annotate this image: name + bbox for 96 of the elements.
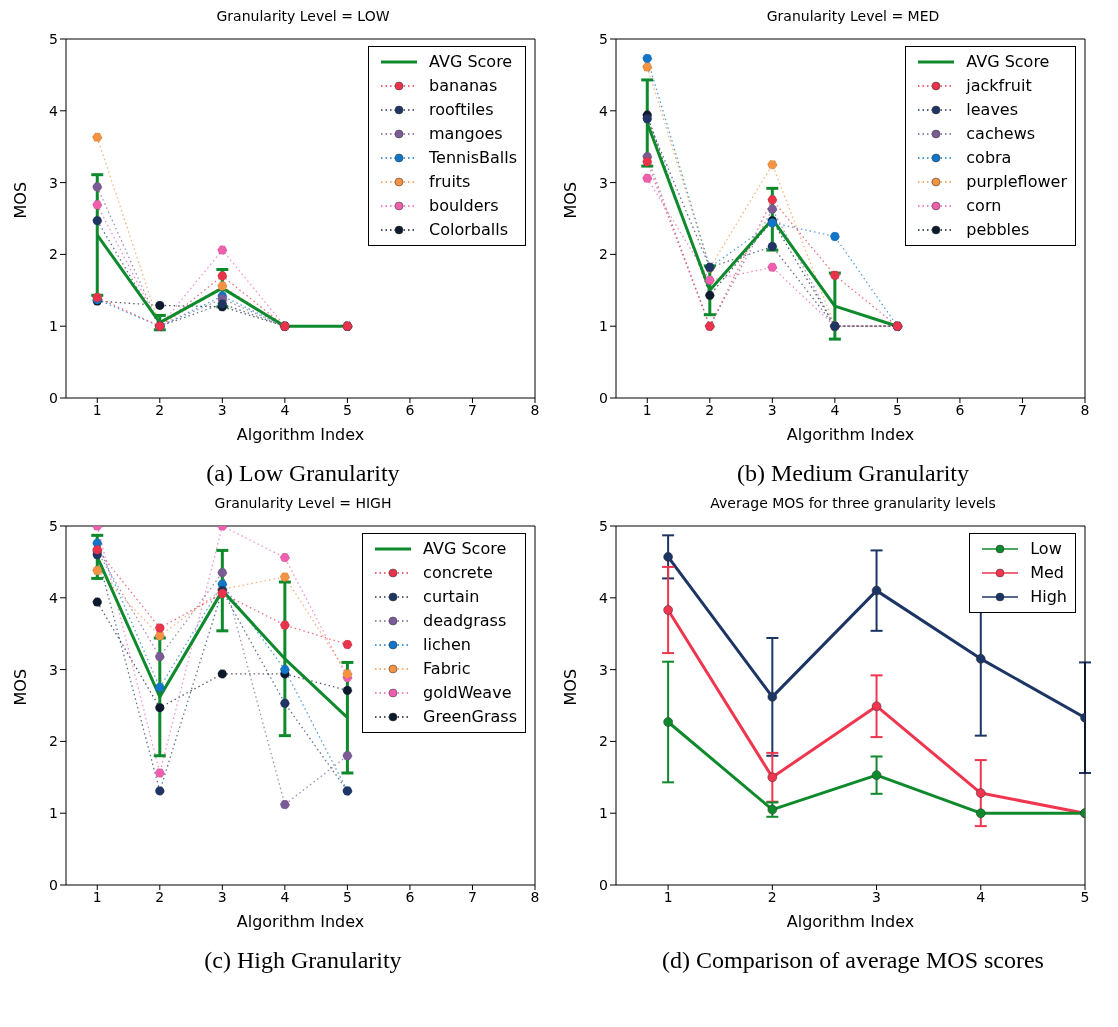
- y-tick-label: 5: [49, 517, 58, 534]
- y-tick-label: 3: [49, 661, 58, 678]
- legend-label: jackfruit: [966, 75, 1032, 97]
- x-tick-label: 3: [872, 888, 882, 905]
- legend-label: corn: [966, 195, 1002, 217]
- y-tick-label: 0: [599, 876, 608, 893]
- x-tick-label: 7: [1018, 401, 1027, 418]
- x-tick-label: 6: [405, 888, 415, 905]
- x-tick-label: 5: [342, 888, 352, 905]
- y-tick-label: 5: [49, 30, 58, 47]
- text: (b) Medium Granularity: [736, 460, 970, 487]
- text: (a) Low Granularity: [205, 460, 401, 487]
- y-tick-label: 3: [49, 174, 58, 191]
- x-tick-label: 3: [767, 401, 777, 418]
- x-tick-label: 6: [955, 401, 965, 418]
- legend-label: pebbles: [966, 219, 1030, 241]
- x-tick-label: 1: [92, 888, 102, 905]
- text: (d) Comparison of average MOS scores: [661, 947, 1045, 974]
- chart-title: Average MOS for three granularity levels: [709, 495, 997, 513]
- legend-label: curtain: [423, 586, 480, 608]
- legend-label: Low: [1030, 538, 1062, 560]
- x-tick-label: 8: [530, 401, 540, 418]
- x-tick-label: 8: [1080, 401, 1090, 418]
- y-tick-label: 4: [49, 102, 59, 119]
- y-tick-label: 0: [49, 389, 58, 406]
- x-tick-label: 3: [217, 888, 227, 905]
- y-axis-title: MOS: [10, 181, 30, 219]
- legend-label: concrete: [423, 562, 493, 584]
- y-tick-label: 3: [599, 661, 608, 678]
- x-tick-label: 2: [767, 888, 777, 905]
- legend-label: lichen: [423, 634, 471, 656]
- y-tick-label: 2: [49, 246, 58, 263]
- y-tick-label: 4: [49, 589, 59, 606]
- x-tick-label: 5: [1080, 888, 1090, 905]
- x-tick-label: 1: [642, 401, 652, 418]
- y-tick-label: 0: [599, 389, 608, 406]
- y-tick-label: 2: [49, 733, 58, 750]
- y-tick-label: 0: [49, 876, 58, 893]
- y-axis-title: MOS: [560, 668, 580, 706]
- legend-label: GreenGrass: [423, 706, 517, 728]
- y-tick-label: 3: [599, 174, 608, 191]
- x-tick-label: 5: [892, 401, 902, 418]
- x-tick-label: 2: [705, 401, 715, 418]
- legend-label: rooftiles: [429, 99, 494, 121]
- y-tick-label: 4: [599, 589, 609, 606]
- x-tick-label: 4: [830, 401, 840, 418]
- legend-label: goldWeave: [423, 682, 512, 704]
- legend-label: Fabric: [423, 658, 471, 680]
- x-tick-label: 8: [530, 888, 540, 905]
- x-tick-label: 3: [217, 401, 227, 418]
- x-tick-label: 2: [155, 888, 165, 905]
- y-tick-label: 2: [599, 246, 608, 263]
- legend-label: AVG Score: [966, 51, 1050, 73]
- y-tick-label: 4: [599, 102, 609, 119]
- chart-title: Granularity Level = MED: [765, 8, 941, 26]
- legend-label: mangoes: [429, 123, 503, 145]
- legend-label: deadgrass: [423, 610, 507, 632]
- legend-label: bananas: [429, 75, 498, 97]
- legend-label: purpleflower: [966, 171, 1067, 193]
- x-tick-label: 1: [92, 401, 102, 418]
- y-tick-label: 1: [49, 805, 58, 822]
- x-tick-label: 4: [280, 401, 290, 418]
- legend-label: TennisBalls: [429, 147, 517, 169]
- x-tick-label: 4: [976, 888, 986, 905]
- chart-title: Granularity Level = HIGH: [213, 495, 393, 513]
- y-tick-label: 1: [599, 318, 608, 335]
- x-tick-label: 2: [155, 401, 165, 418]
- chart-title: Granularity Level = LOW: [215, 8, 391, 26]
- y-axis-title: MOS: [10, 668, 30, 706]
- x-tick-label: 1: [663, 888, 673, 905]
- y-axis-title: MOS: [560, 181, 580, 219]
- x-tick-label: 7: [468, 401, 477, 418]
- legend-label: Colorballs: [429, 219, 508, 241]
- legend-label: Med: [1030, 562, 1065, 584]
- x-tick-label: 5: [342, 401, 352, 418]
- x-axis-title: Algorithm Index: [786, 425, 915, 444]
- legend-label: fruits: [429, 171, 471, 193]
- y-tick-label: 5: [599, 30, 608, 47]
- legend-label: AVG Score: [423, 538, 507, 560]
- legend-label: leaves: [966, 99, 1019, 121]
- x-axis-title: Algorithm Index: [786, 912, 915, 931]
- y-tick-label: 2: [599, 733, 608, 750]
- text: (c) High Granularity: [203, 947, 403, 974]
- legend-label: cobra: [966, 147, 1012, 169]
- x-tick-label: 4: [280, 888, 290, 905]
- y-tick-label: 5: [599, 517, 608, 534]
- x-axis-title: Algorithm Index: [236, 425, 365, 444]
- x-axis-title: Algorithm Index: [236, 912, 365, 931]
- y-tick-label: 1: [49, 318, 58, 335]
- x-tick-label: 6: [405, 401, 415, 418]
- y-tick-label: 1: [599, 805, 608, 822]
- legend-label: High: [1030, 586, 1067, 608]
- legend-label: AVG Score: [429, 51, 513, 73]
- legend-label: cachews: [966, 123, 1036, 145]
- legend-label: boulders: [429, 195, 499, 217]
- x-tick-label: 7: [468, 888, 477, 905]
